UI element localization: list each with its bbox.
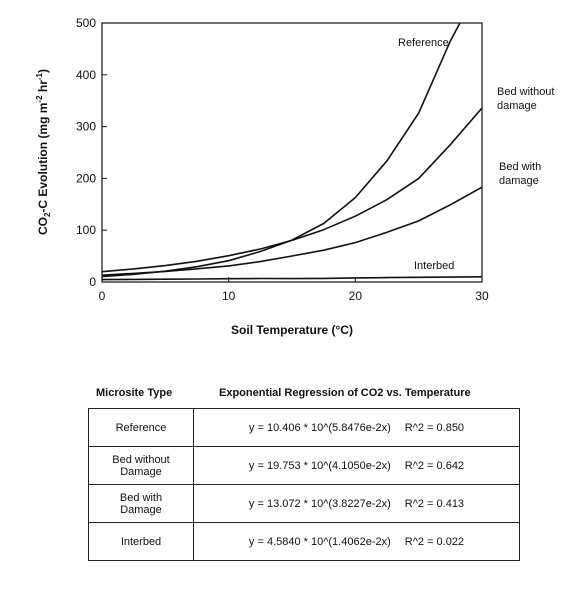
x-tick-label: 0 bbox=[99, 289, 106, 303]
microsite-type-cell: Bed without Damage bbox=[88, 446, 194, 485]
table-row: Reference y = 10.406 * 10^(5.8476e-2x) R^2… bbox=[88, 408, 520, 447]
microsite-type-text: Interbed bbox=[120, 535, 162, 548]
microsite-type-cell: Interbed bbox=[88, 522, 194, 561]
microsite-type-text: Damage bbox=[120, 465, 162, 478]
regression-table-section: Microsite Type Exponential Regression of… bbox=[88, 384, 520, 561]
r-squared-value: R^2 = 0.850 bbox=[404, 421, 465, 434]
header-regression: Exponential Regression of CO2 vs. Temper… bbox=[219, 387, 471, 399]
series-line-interbed bbox=[102, 276, 482, 281]
regression-equation: y = 13.072 * 10^(3.8227e-2x) bbox=[248, 497, 391, 510]
y-axis: 0 100 200 300 400 500 bbox=[76, 16, 107, 289]
series-line-bed-without-damage bbox=[102, 107, 482, 273]
microsite-type-cell: Reference bbox=[88, 408, 194, 447]
table-row: Interbed y = 4.5840 * 10^(1.4062e-2x) R^2 … bbox=[88, 522, 520, 561]
regression-equation: y = 10.406 * 10^(5.8476e-2x) bbox=[248, 421, 391, 434]
label-bed-with-damage-line1: Bed with bbox=[499, 161, 541, 173]
label-reference: Reference bbox=[398, 37, 449, 49]
regression-cell: y = 19.753 * 10^(4.1050e-2x) R^2 = 0.642 bbox=[193, 446, 520, 485]
label-bed-without-damage-line1: Bed without bbox=[497, 86, 554, 98]
table-row: Bed with Damage y = 13.072 * 10^(3.8227e-2… bbox=[88, 484, 520, 523]
label-bed-without-damage-line2: damage bbox=[497, 100, 537, 112]
microsite-type-cell: Bed with Damage bbox=[88, 484, 194, 523]
x-tick-label: 10 bbox=[222, 289, 236, 303]
r-squared-value: R^2 = 0.413 bbox=[404, 497, 465, 510]
plot-frame bbox=[101, 22, 483, 283]
regression-equation: y = 19.753 * 10^(4.1050e-2x) bbox=[248, 459, 391, 472]
y-tick-label: 400 bbox=[76, 68, 96, 82]
y-axis-title: CO2-C Evolution (mg m-2 hr-1) bbox=[35, 69, 52, 235]
table-header: Microsite Type Exponential Regression of… bbox=[88, 384, 520, 408]
microsite-type-text: Damage bbox=[120, 503, 162, 516]
y-tick-label: 100 bbox=[76, 223, 96, 237]
table-row: Bed without Damage y = 19.753 * 10^(4.1050… bbox=[88, 446, 520, 485]
x-tick-label: 20 bbox=[349, 289, 363, 303]
y-tick-label: 500 bbox=[76, 16, 96, 30]
regression-cell: y = 13.072 * 10^(3.8227e-2x) R^2 = 0.413 bbox=[193, 484, 520, 523]
y-tick-label: 200 bbox=[76, 171, 96, 185]
y-tick-label: 0 bbox=[89, 275, 96, 289]
regression-cell: y = 10.406 * 10^(5.8476e-2x) R^2 = 0.850 bbox=[193, 408, 520, 447]
header-microsite-type: Microsite Type bbox=[96, 387, 173, 399]
microsite-type-text: Reference bbox=[115, 421, 167, 434]
label-bed-with-damage-line2: damage bbox=[499, 175, 539, 187]
series-line-bed-with-damage bbox=[102, 186, 482, 276]
regression-table: Reference y = 10.406 * 10^(5.8476e-2x) R^2… bbox=[88, 408, 520, 561]
r-squared-value: R^2 = 0.022 bbox=[404, 535, 465, 548]
x-axis: 0 10 20 30 bbox=[99, 277, 489, 303]
regression-cell: y = 4.5840 * 10^(1.4062e-2x) R^2 = 0.022 bbox=[193, 522, 520, 561]
co2-temperature-chart: 0 100 200 300 400 500 0 10 20 30 Soil Temperatur… bbox=[35, 16, 554, 337]
y-tick-label: 300 bbox=[76, 120, 96, 134]
microsite-type-text: Bed with bbox=[119, 491, 163, 504]
r-squared-value: R^2 = 0.642 bbox=[404, 459, 465, 472]
series-lines bbox=[102, 23, 482, 281]
regression-equation: y = 4.5840 * 10^(1.4062e-2x) bbox=[248, 535, 391, 548]
x-axis-title: Soil Temperature (°C) bbox=[231, 323, 353, 337]
x-tick-label: 30 bbox=[475, 289, 489, 303]
microsite-type-text: Bed without bbox=[112, 453, 170, 466]
label-interbed: Interbed bbox=[414, 260, 454, 272]
